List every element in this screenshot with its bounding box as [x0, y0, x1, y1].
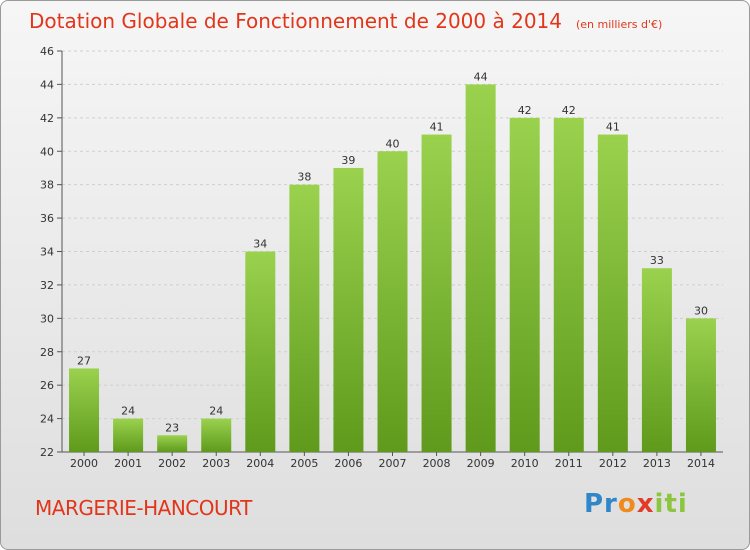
bar — [377, 151, 408, 452]
y-tick-label: 44 — [40, 78, 54, 91]
x-tick-label: 2006 — [334, 457, 362, 470]
value-label: 24 — [121, 405, 135, 418]
bar — [333, 167, 364, 453]
x-tick-label: 2005 — [290, 457, 318, 470]
proxiti-logo: Proxiti — [584, 489, 688, 519]
bar — [113, 418, 144, 452]
y-tick-label: 46 — [40, 45, 54, 58]
x-tick-label: 2002 — [158, 457, 186, 470]
value-label: 41 — [430, 121, 444, 134]
bar — [465, 84, 496, 453]
chart-subtitle: (en milliers d'€) — [576, 18, 663, 31]
bar — [509, 117, 540, 452]
value-label: 27 — [77, 354, 91, 367]
x-tick-label: 2007 — [379, 457, 407, 470]
y-tick-label: 38 — [40, 179, 54, 192]
x-tick-label: 2000 — [70, 457, 98, 470]
y-tick-label: 40 — [40, 145, 54, 158]
x-tick-label: 2014 — [687, 457, 715, 470]
value-label: 33 — [650, 254, 664, 267]
x-tick-label: 2004 — [246, 457, 274, 470]
bar — [421, 134, 452, 452]
value-label: 41 — [606, 121, 620, 134]
value-label: 42 — [562, 104, 576, 117]
bar — [685, 318, 716, 452]
chart-title: Dotation Globale de Fonctionnement de 20… — [29, 9, 562, 33]
x-tick-label: 2008 — [423, 457, 451, 470]
value-label: 39 — [341, 154, 355, 167]
value-label: 23 — [165, 421, 179, 434]
bar — [69, 368, 100, 452]
x-tick-label: 2011 — [555, 457, 583, 470]
value-label: 34 — [253, 238, 267, 251]
value-label: 42 — [518, 104, 532, 117]
bar — [201, 418, 232, 452]
logo-part-3: x — [636, 489, 655, 519]
x-tick-label: 2009 — [467, 457, 495, 470]
value-label: 40 — [386, 137, 400, 150]
x-tick-label: 2012 — [599, 457, 627, 470]
bar — [553, 117, 584, 452]
x-tick-label: 2001 — [114, 457, 142, 470]
value-label: 24 — [209, 405, 223, 418]
commune-name: MARGERIE-HANCOURT — [35, 496, 252, 520]
bar — [289, 184, 320, 452]
y-tick-label: 26 — [40, 379, 54, 392]
bar — [597, 134, 628, 452]
y-tick-label: 24 — [40, 413, 54, 426]
value-label: 30 — [694, 304, 708, 317]
bars — [69, 84, 716, 453]
value-label: 44 — [474, 70, 488, 83]
y-tick-label: 42 — [40, 112, 54, 125]
x-tick-label: 2013 — [643, 457, 671, 470]
y-tick-label: 36 — [40, 212, 54, 225]
title-row: Dotation Globale de Fonctionnement de 20… — [29, 9, 662, 33]
logo-part-1: Pr — [584, 489, 618, 519]
value-label: 38 — [297, 171, 311, 184]
y-tick-label: 30 — [40, 312, 54, 325]
logo-part-2: o — [617, 489, 637, 519]
y-tick-label: 22 — [40, 446, 54, 459]
bar — [245, 251, 276, 452]
y-tick-label: 34 — [40, 246, 54, 259]
logo-part-4: iti — [654, 489, 688, 519]
y-tick-label: 32 — [40, 279, 54, 292]
x-tick-label: 2003 — [202, 457, 230, 470]
x-tick-label: 2010 — [511, 457, 539, 470]
y-tick-label: 28 — [40, 346, 54, 359]
bar — [641, 268, 672, 452]
bar — [157, 435, 188, 452]
labels: 22 24 26 28 30 32 34 36 38 40 42 44 46 27 2000 24 2001 23… — [40, 45, 715, 470]
